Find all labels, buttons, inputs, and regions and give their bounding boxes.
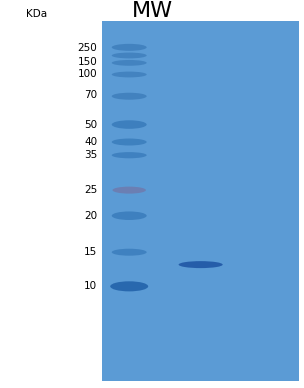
Text: 15: 15 [84, 247, 97, 257]
Ellipse shape [112, 44, 147, 51]
Text: KDa: KDa [26, 9, 47, 19]
Text: 35: 35 [84, 150, 97, 160]
Text: 100: 100 [78, 69, 97, 80]
Ellipse shape [112, 71, 147, 78]
Ellipse shape [179, 261, 223, 268]
Text: 25: 25 [84, 185, 97, 195]
Text: 250: 250 [78, 43, 97, 53]
Ellipse shape [112, 93, 147, 100]
Ellipse shape [112, 249, 147, 256]
Text: 150: 150 [78, 57, 97, 67]
Ellipse shape [112, 60, 147, 66]
Text: 50: 50 [84, 120, 97, 130]
Ellipse shape [110, 281, 148, 291]
Ellipse shape [112, 52, 147, 59]
Text: 20: 20 [84, 211, 97, 221]
Ellipse shape [112, 120, 147, 129]
Text: 40: 40 [84, 137, 97, 147]
Ellipse shape [112, 152, 147, 158]
Text: MW: MW [131, 1, 173, 21]
Text: 70: 70 [84, 90, 97, 100]
Text: 10: 10 [84, 281, 97, 291]
Ellipse shape [112, 211, 147, 220]
Ellipse shape [112, 187, 146, 194]
Bar [102, 21, 299, 381]
Ellipse shape [112, 139, 147, 146]
